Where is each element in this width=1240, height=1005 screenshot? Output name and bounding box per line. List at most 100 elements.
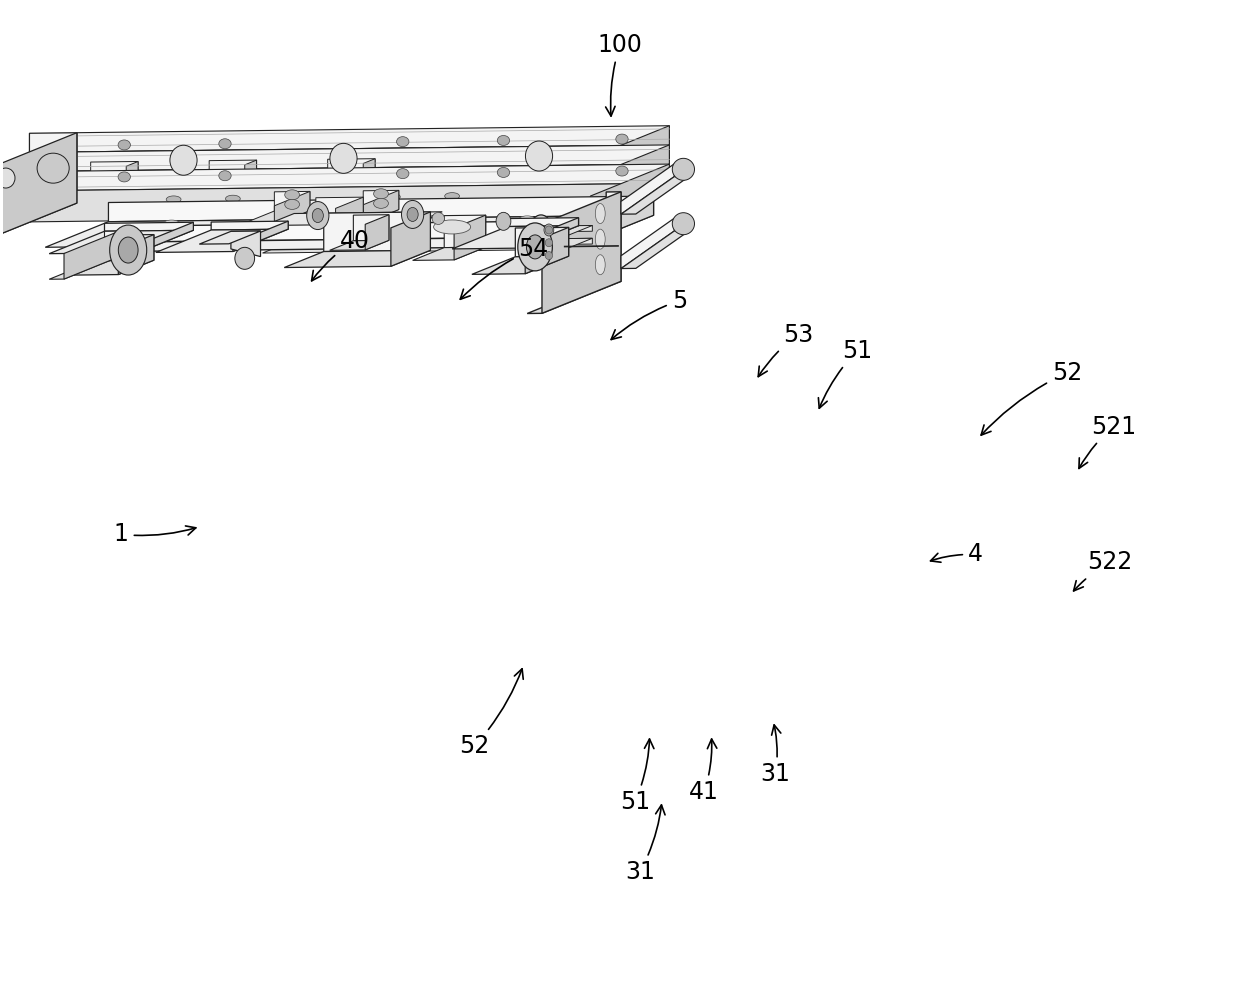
Polygon shape — [118, 234, 154, 274]
Ellipse shape — [368, 230, 386, 238]
Polygon shape — [107, 234, 154, 260]
Ellipse shape — [285, 190, 300, 200]
Polygon shape — [394, 216, 427, 260]
Polygon shape — [0, 203, 77, 235]
Polygon shape — [274, 191, 310, 225]
Polygon shape — [391, 212, 430, 266]
Polygon shape — [108, 196, 653, 222]
Ellipse shape — [672, 213, 694, 235]
Ellipse shape — [487, 229, 505, 236]
Polygon shape — [231, 231, 260, 256]
Ellipse shape — [234, 247, 254, 269]
Polygon shape — [590, 164, 670, 215]
Ellipse shape — [397, 169, 409, 179]
Ellipse shape — [445, 193, 460, 200]
Ellipse shape — [37, 153, 69, 183]
Polygon shape — [0, 145, 670, 184]
Polygon shape — [327, 210, 399, 224]
Ellipse shape — [218, 171, 231, 181]
Polygon shape — [263, 225, 593, 240]
Polygon shape — [274, 191, 310, 211]
Text: 521: 521 — [1079, 414, 1136, 468]
Text: 52: 52 — [981, 361, 1083, 435]
Text: 100: 100 — [598, 33, 642, 117]
Ellipse shape — [528, 215, 553, 253]
Polygon shape — [384, 216, 427, 248]
Ellipse shape — [170, 146, 197, 175]
Ellipse shape — [285, 199, 300, 209]
Text: 54: 54 — [460, 236, 549, 299]
Ellipse shape — [250, 231, 267, 239]
Ellipse shape — [244, 222, 281, 236]
Ellipse shape — [312, 209, 324, 222]
Text: 31: 31 — [760, 725, 790, 786]
Ellipse shape — [109, 225, 146, 275]
Polygon shape — [71, 260, 154, 275]
Polygon shape — [288, 213, 363, 225]
Polygon shape — [324, 212, 430, 251]
Ellipse shape — [113, 217, 128, 224]
Polygon shape — [529, 221, 553, 246]
Polygon shape — [621, 218, 675, 268]
Ellipse shape — [360, 204, 374, 211]
Text: 41: 41 — [689, 739, 719, 804]
Polygon shape — [327, 159, 374, 179]
Polygon shape — [244, 160, 257, 184]
Polygon shape — [104, 222, 193, 231]
Polygon shape — [45, 215, 653, 247]
Polygon shape — [30, 133, 77, 204]
Polygon shape — [239, 211, 310, 225]
Ellipse shape — [131, 233, 149, 241]
Ellipse shape — [518, 216, 536, 224]
Polygon shape — [527, 281, 621, 314]
Polygon shape — [0, 133, 77, 235]
Polygon shape — [233, 221, 288, 251]
Ellipse shape — [407, 207, 418, 221]
Polygon shape — [77, 164, 670, 190]
Ellipse shape — [118, 237, 138, 263]
Polygon shape — [77, 145, 670, 171]
Ellipse shape — [672, 159, 694, 180]
Polygon shape — [64, 231, 119, 279]
Ellipse shape — [408, 213, 420, 225]
Polygon shape — [516, 227, 569, 256]
Polygon shape — [542, 192, 621, 314]
Text: 31: 31 — [625, 805, 665, 884]
Polygon shape — [453, 226, 579, 249]
Polygon shape — [472, 256, 569, 274]
Polygon shape — [413, 247, 486, 260]
Polygon shape — [590, 126, 670, 177]
Polygon shape — [507, 218, 579, 226]
Text: 51: 51 — [818, 339, 872, 408]
Text: 40: 40 — [311, 229, 370, 280]
Ellipse shape — [392, 214, 407, 221]
Ellipse shape — [419, 203, 434, 210]
Ellipse shape — [518, 223, 552, 271]
Polygon shape — [621, 231, 689, 268]
Polygon shape — [621, 177, 689, 214]
Ellipse shape — [402, 200, 424, 228]
Polygon shape — [91, 162, 138, 181]
Ellipse shape — [373, 189, 388, 199]
Ellipse shape — [162, 220, 180, 228]
Polygon shape — [290, 225, 593, 235]
Ellipse shape — [384, 213, 397, 225]
Polygon shape — [200, 231, 260, 244]
Polygon shape — [454, 215, 486, 260]
Ellipse shape — [616, 166, 629, 176]
Ellipse shape — [118, 140, 130, 150]
Ellipse shape — [595, 229, 605, 249]
Ellipse shape — [595, 204, 605, 223]
Ellipse shape — [397, 137, 409, 147]
Polygon shape — [126, 162, 138, 186]
Text: 522: 522 — [1074, 551, 1132, 591]
Ellipse shape — [401, 217, 418, 225]
Polygon shape — [621, 164, 675, 214]
Ellipse shape — [496, 212, 511, 230]
Ellipse shape — [595, 254, 605, 274]
Polygon shape — [336, 197, 363, 224]
Polygon shape — [0, 183, 670, 222]
Polygon shape — [290, 238, 593, 247]
Polygon shape — [353, 215, 389, 241]
Polygon shape — [77, 126, 670, 152]
